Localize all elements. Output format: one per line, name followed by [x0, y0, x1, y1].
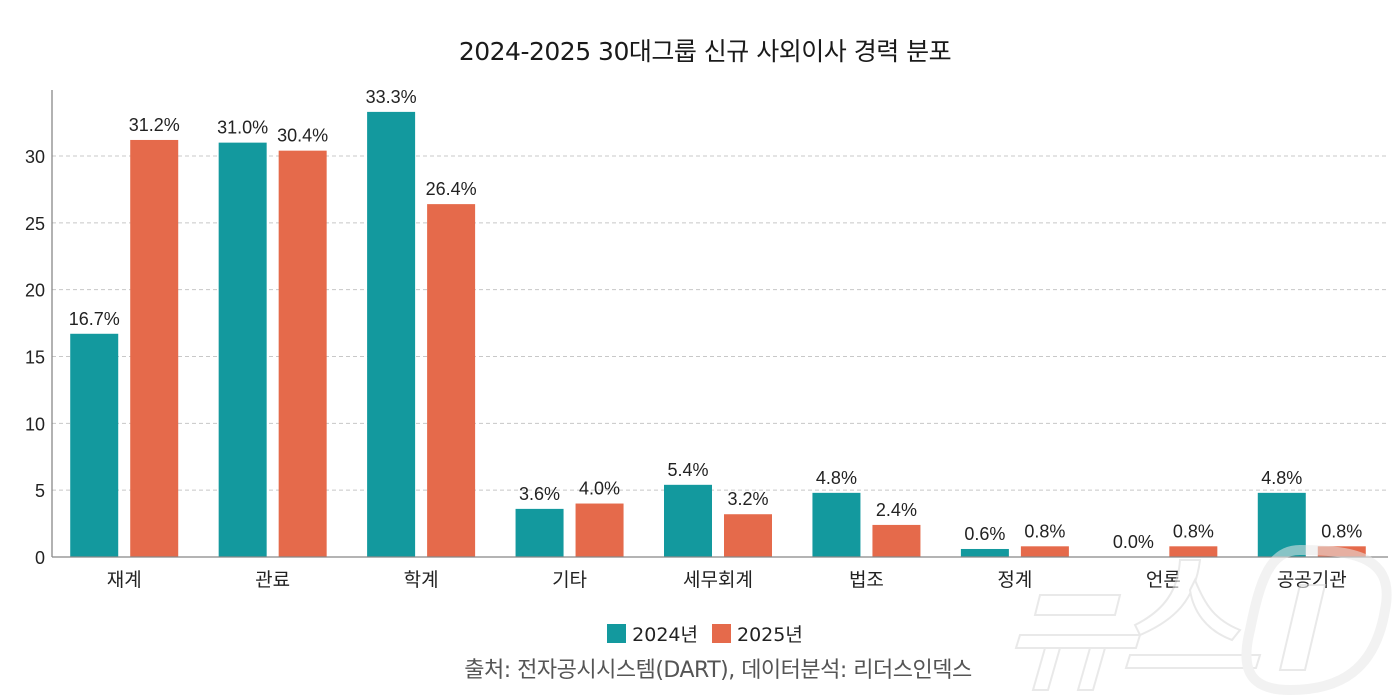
data-label: 0.0%	[1113, 532, 1154, 552]
x-category-label: 재계	[107, 569, 142, 591]
data-label: 5.4%	[667, 460, 708, 480]
bar-2024	[515, 508, 564, 557]
y-tick-label: 15	[25, 348, 45, 368]
source-note: 출처: 전자공시시스템(DART), 데이터분석: 리더스인덱스	[464, 658, 972, 683]
chart-title: 2024-2025 30대그룹 신규 사외이사 경력 분포	[458, 37, 952, 66]
data-label: 16.7%	[69, 309, 120, 329]
legend-label-2024: 2024년	[632, 624, 698, 646]
bar-2024	[70, 333, 119, 557]
data-label: 0.8%	[1321, 521, 1362, 541]
bar-2024	[367, 111, 416, 557]
bar-2024	[812, 492, 861, 557]
data-label: 0.8%	[1173, 521, 1214, 541]
bar-2024	[664, 484, 712, 557]
y-tick-label: 30	[25, 147, 45, 167]
x-category-label: 공공기관	[1277, 569, 1347, 591]
bar-2025	[724, 514, 772, 557]
legend-item-2024: 2024년	[607, 620, 698, 647]
data-label: 33.3%	[366, 87, 417, 107]
bar-2025	[575, 503, 624, 557]
legend-swatch-2025	[712, 624, 731, 643]
bar-2025	[1317, 546, 1366, 557]
y-axis-ticks: 0 5 10 15 20 25 30	[25, 147, 45, 568]
bar-2025	[278, 150, 327, 558]
data-label: 0.8%	[1024, 521, 1065, 541]
x-category-label: 세무회계	[683, 569, 753, 591]
x-category-label: 언론	[1146, 569, 1181, 591]
y-tick-label: 5	[35, 481, 45, 501]
data-label: 30.4%	[277, 126, 328, 146]
data-label: 3.6%	[519, 484, 560, 504]
bar-2025	[1020, 546, 1069, 557]
legend-label-2025: 2025년	[737, 624, 803, 646]
data-labels: 16.7% 31.2% 31.0% 30.4% 33.3% 26.4% 3.6% 4.0% 5.…	[69, 87, 1363, 552]
bar-2025	[1169, 546, 1218, 557]
data-label: 4.8%	[1261, 468, 1302, 488]
data-label: 0.6%	[964, 524, 1005, 544]
data-label: 3.2%	[727, 489, 768, 509]
y-tick-label: 20	[25, 281, 45, 301]
x-category-label: 관료	[255, 569, 290, 591]
bar-2025	[872, 524, 921, 557]
bar-2024	[960, 548, 1009, 557]
data-label: 4.0%	[579, 479, 620, 499]
category-labels: 재계 관료 학계 기타 세무회계 법조 정계 언론 공공기관	[107, 569, 1347, 591]
data-label: 26.4%	[426, 179, 477, 199]
data-label: 31.0%	[217, 118, 268, 138]
y-tick-label: 0	[35, 548, 45, 568]
x-category-label: 기타	[552, 569, 587, 591]
bars	[70, 111, 1366, 558]
data-label: 31.2%	[129, 115, 180, 135]
x-category-label: 법조	[849, 569, 884, 591]
data-label: 4.8%	[816, 468, 857, 488]
bar-2025	[130, 139, 179, 557]
legend: 2024년 2025년	[0, 620, 1400, 647]
legend-item-2025: 2025년	[712, 620, 803, 647]
y-tick-label: 10	[25, 414, 45, 434]
legend-swatch-2024	[607, 624, 627, 643]
x-category-label: 정계	[997, 569, 1032, 591]
bar-2024	[1257, 492, 1306, 557]
gridlines	[52, 155, 1388, 491]
x-category-label: 학계	[404, 569, 439, 591]
data-label: 2.4%	[876, 500, 917, 520]
bar-2025	[427, 204, 476, 557]
bar-2024	[218, 142, 267, 557]
y-tick-label: 25	[25, 214, 45, 234]
